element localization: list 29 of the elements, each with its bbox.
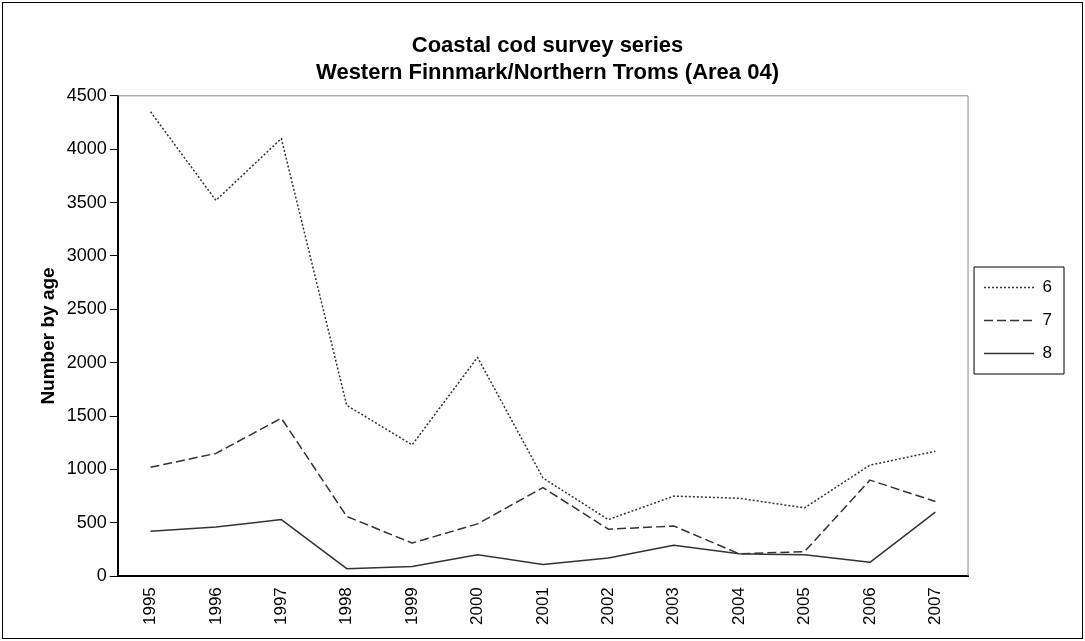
y-tick-label: 1000 [66, 458, 107, 479]
x-tick-label: 2000 [467, 587, 487, 626]
x-tick-label: 2004 [728, 587, 748, 626]
y-tick-label: 2500 [66, 298, 107, 319]
y-tick-label: 500 [76, 511, 107, 532]
x-tick-label: 2001 [532, 587, 552, 626]
y-tick-label: 2000 [66, 351, 107, 372]
x-tick-label: 1998 [336, 587, 356, 626]
line-series [149, 111, 937, 521]
chart-title: Coastal cod survey series Western Finnmark/Northern Troms (Area 04) [316, 32, 779, 84]
x-tick-label: 1996 [205, 587, 225, 626]
x-tick-label: 2003 [663, 587, 683, 626]
x-tick-label: 1995 [140, 587, 160, 626]
y-axis-title: Number by age [36, 267, 58, 405]
legend-label: 8 [1042, 343, 1053, 363]
y-tick-label: 0 [96, 565, 107, 586]
x-tick-label: 1997 [271, 587, 291, 626]
y-tick-label: 3500 [66, 191, 107, 212]
x-tick-label: 2002 [598, 587, 618, 626]
legend-label: 7 [1042, 310, 1053, 330]
x-tick-label: 2007 [925, 587, 945, 626]
y-tick-label: 1500 [66, 405, 107, 426]
y-tick-label: 4500 [66, 84, 107, 105]
x-tick-label: 1999 [401, 587, 421, 626]
x-tick-label: 2006 [859, 587, 879, 626]
y-tick-label: 4000 [66, 138, 107, 159]
x-tick-label: 2005 [794, 587, 814, 626]
y-tick-label: 3000 [66, 244, 107, 265]
legend-label: 6 [1042, 277, 1053, 297]
